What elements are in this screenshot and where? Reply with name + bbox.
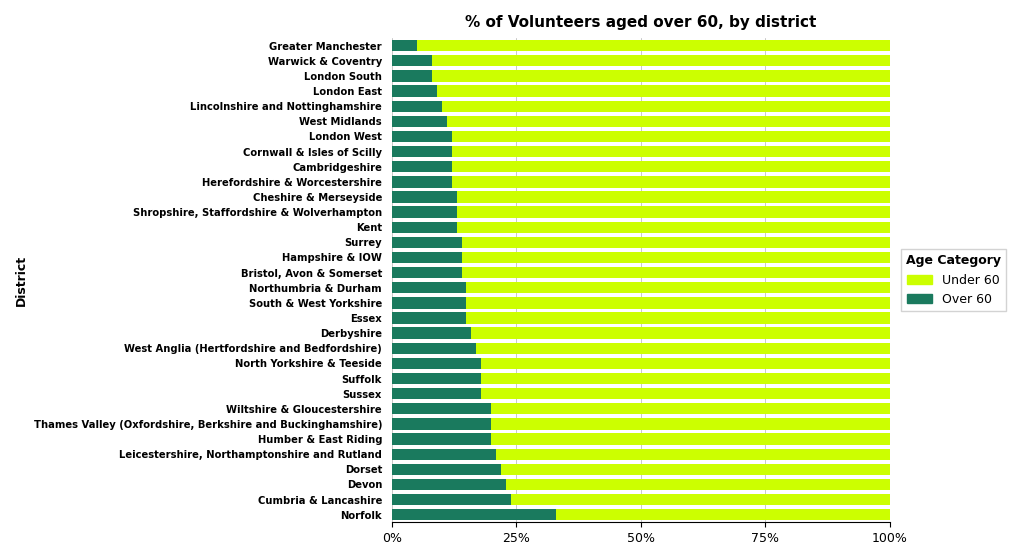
Bar <box>502 464 890 475</box>
Bar <box>392 282 467 293</box>
Bar <box>392 192 457 203</box>
Bar <box>446 116 890 127</box>
Bar <box>436 85 890 97</box>
Bar <box>392 207 457 218</box>
Bar <box>481 388 890 399</box>
Bar <box>467 297 890 309</box>
Bar <box>392 433 492 445</box>
Bar <box>432 70 890 82</box>
Bar <box>417 40 890 52</box>
Bar <box>511 494 890 505</box>
Bar <box>452 176 890 188</box>
Bar <box>392 85 436 97</box>
Bar <box>462 237 890 248</box>
Bar <box>392 161 452 172</box>
Bar <box>392 494 511 505</box>
Bar <box>441 101 890 112</box>
Bar <box>392 267 462 278</box>
Bar <box>392 418 492 430</box>
Bar <box>457 207 890 218</box>
Bar <box>392 479 506 490</box>
Bar <box>467 282 890 293</box>
Bar <box>392 343 476 354</box>
Bar <box>392 403 492 414</box>
Bar <box>492 433 890 445</box>
Bar <box>392 116 446 127</box>
Bar <box>452 131 890 142</box>
Bar <box>392 101 441 112</box>
Bar <box>392 176 452 188</box>
Legend: Under 60, Over 60: Under 60, Over 60 <box>901 249 1006 311</box>
Bar <box>481 373 890 384</box>
Bar <box>392 237 462 248</box>
Bar <box>392 373 481 384</box>
Bar <box>492 418 890 430</box>
Bar <box>481 358 890 369</box>
Bar <box>392 222 457 233</box>
Bar <box>392 55 432 67</box>
Y-axis label: District: District <box>15 255 28 306</box>
Bar <box>467 312 890 324</box>
Bar <box>392 131 452 142</box>
Bar <box>452 146 890 157</box>
Bar <box>392 449 497 460</box>
Bar <box>392 328 471 339</box>
Bar <box>457 222 890 233</box>
Bar <box>492 403 890 414</box>
Bar <box>497 449 890 460</box>
Bar <box>392 40 417 52</box>
Bar <box>392 312 467 324</box>
Bar <box>457 192 890 203</box>
Bar <box>556 509 890 520</box>
Bar <box>392 509 556 520</box>
Bar <box>476 343 890 354</box>
Bar <box>432 55 890 67</box>
Bar <box>452 161 890 172</box>
Bar <box>392 70 432 82</box>
Bar <box>392 358 481 369</box>
Bar <box>462 252 890 263</box>
Bar <box>392 252 462 263</box>
Bar <box>471 328 890 339</box>
Bar <box>462 267 890 278</box>
Bar <box>392 297 467 309</box>
Bar <box>392 388 481 399</box>
Bar <box>392 464 502 475</box>
Title: % of Volunteers aged over 60, by district: % of Volunteers aged over 60, by distric… <box>465 15 816 30</box>
Bar <box>506 479 890 490</box>
Bar <box>392 146 452 157</box>
